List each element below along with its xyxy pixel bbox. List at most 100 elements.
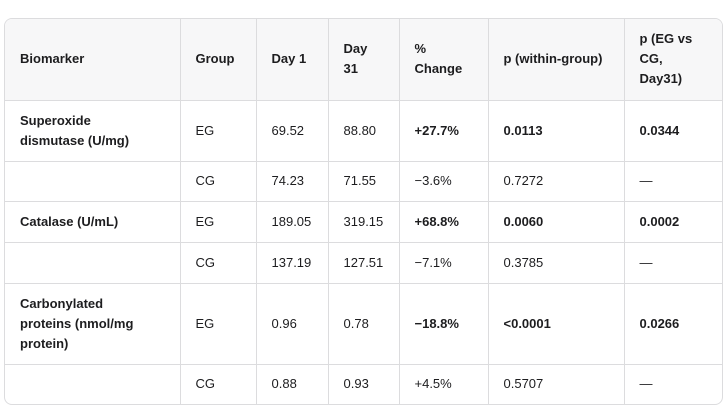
cell-text: 0.3785 — [503, 254, 544, 270]
table-cell: 0.5707 — [488, 364, 625, 404]
table-cell: 88.80 — [328, 100, 400, 162]
table-cell: — — [624, 364, 722, 404]
table-cell: 137.19 — [256, 242, 329, 284]
table-cell: <0.0001 — [488, 283, 625, 365]
cell-text: 71.55 — [343, 173, 377, 188]
cell-text: — — [639, 173, 653, 188]
table-cell: −3.6% — [399, 161, 489, 202]
cell-text: 0.5707 — [503, 376, 544, 392]
cell-text: 69.52 — [271, 122, 305, 138]
cell-text: 88.80 — [343, 122, 377, 138]
table-cell: 0.7272 — [488, 161, 625, 202]
cell-text: 0.0002 — [639, 213, 680, 229]
cell-text: — — [639, 254, 653, 270]
biomarker-cell — [5, 364, 181, 404]
cell-text: 189.05 — [271, 213, 312, 229]
table-cell: — — [624, 161, 722, 202]
cell-text: CG — [195, 173, 216, 188]
table-cell: 127.51 — [328, 242, 400, 284]
table-cell: −7.1% — [399, 242, 489, 284]
cell-text: −7.1% — [414, 254, 452, 270]
table-cell: CG — [180, 161, 257, 202]
table-cell: 0.0266 — [624, 283, 722, 365]
table-cell: 0.0002 — [624, 201, 722, 243]
cell-text: 0.0344 — [639, 122, 680, 138]
table-row: Catalase (U/mL) EG 189.05 319.15 +68.8% 0.006… — [5, 201, 722, 243]
cell-text: 0.93 — [343, 376, 369, 392]
table-cell: EG — [180, 201, 257, 243]
cell-text: 0.0113 — [503, 122, 543, 138]
table-cell: +4.5% — [399, 364, 489, 404]
table-cell: 189.05 — [256, 201, 329, 243]
cell-text: −3.6% — [414, 173, 452, 188]
biomarker-cell: Carbonylated proteins (nmol/mg protein) — [5, 283, 181, 365]
table-cell: 319.15 — [328, 201, 400, 243]
table-cell: 0.88 — [256, 364, 329, 404]
cell-text: 0.0060 — [503, 213, 544, 229]
header-cell: Day 1 — [256, 19, 329, 101]
header-row: Biomarker Group Day 1 Day 31 % Change p (with… — [5, 19, 722, 101]
cell-text: +27.7% — [414, 122, 459, 138]
table-row: Superoxide dismutase (U/mg) EG 69.52 88.80 +… — [5, 100, 722, 162]
header-text: Day 1 — [271, 51, 307, 67]
cell-text: 137.19 — [271, 254, 312, 270]
cell-text: 0.96 — [271, 315, 297, 331]
table-cell: 0.78 — [328, 283, 400, 365]
table-cell: +68.8% — [399, 201, 489, 243]
table-row: Carbonylated proteins (nmol/mg protein) E… — [5, 283, 722, 365]
cell-text: EG — [195, 122, 215, 138]
table-cell: — — [624, 242, 722, 284]
table-row: CG 74.23 71.55 −3.6% 0.7272 — — [5, 161, 722, 202]
table-cell: CG — [180, 364, 257, 404]
table-cell: 0.96 — [256, 283, 329, 365]
cell-text: +4.5% — [414, 376, 452, 392]
cell-text: 74.23 — [271, 173, 305, 188]
cell-text: EG — [195, 213, 215, 229]
cell-text: CG — [195, 376, 216, 392]
cell-text: — — [639, 376, 653, 392]
table-cell: 0.0060 — [488, 201, 625, 243]
table-cell: EG — [180, 283, 257, 365]
biomarker-cell — [5, 161, 181, 202]
cell-text: Carbonylated proteins (nmol/mg protein) — [20, 295, 134, 351]
biomarker-cell: Superoxide dismutase (U/mg) — [5, 100, 181, 162]
cell-text: 0.7272 — [503, 173, 544, 188]
header-cell: p (within-group) — [488, 19, 625, 101]
table-row: CG 0.88 0.93 +4.5% 0.5707 — — [5, 364, 722, 404]
cell-text: CG — [195, 254, 216, 270]
header-cell: Group — [180, 19, 257, 101]
header-cell: Biomarker — [5, 19, 181, 101]
table: Biomarker Group Day 1 Day 31 % Change p (with… — [5, 19, 722, 404]
header-text: Day 31 — [343, 41, 368, 77]
cell-text: −18.8% — [414, 315, 459, 331]
header-text: p (EG vs CG, Day31) — [639, 31, 693, 87]
cell-text: 0.78 — [343, 315, 369, 331]
table-cell: 69.52 — [256, 100, 329, 162]
table-row: CG 137.19 127.51 −7.1% 0.3785 — — [5, 242, 722, 284]
cell-text: 0.88 — [271, 376, 297, 392]
header-text: Group — [195, 51, 235, 67]
header-text: Biomarker — [20, 51, 85, 67]
cell-text: Superoxide dismutase (U/mg) — [20, 112, 130, 148]
header-text: % Change — [414, 41, 463, 77]
table-body: Superoxide dismutase (U/mg) EG 69.52 88.80 +… — [5, 100, 722, 404]
table-cell: 0.0113 — [488, 100, 625, 162]
table-cell: 0.3785 — [488, 242, 625, 284]
table-cell: CG — [180, 242, 257, 284]
table-cell: EG — [180, 100, 257, 162]
header-text: p (within-group) — [503, 51, 603, 67]
cell-text: 127.51 — [343, 254, 384, 270]
table-card: Biomarker Group Day 1 Day 31 % Change p (with… — [4, 18, 723, 405]
header-cell: Day 31 — [328, 19, 400, 101]
table-cell: 0.0344 — [624, 100, 722, 162]
cell-text: EG — [195, 315, 215, 331]
table-cell: 74.23 — [256, 161, 329, 202]
cell-text: 0.0266 — [639, 315, 680, 331]
table-cell: 0.93 — [328, 364, 400, 404]
biomarker-cell: Catalase (U/mL) — [5, 201, 181, 243]
cell-text: Catalase (U/mL) — [20, 213, 119, 229]
cell-text: 319.15 — [343, 213, 384, 229]
table-cell: +27.7% — [399, 100, 489, 162]
cell-text: <0.0001 — [503, 315, 551, 331]
header-cell: % Change — [399, 19, 489, 101]
